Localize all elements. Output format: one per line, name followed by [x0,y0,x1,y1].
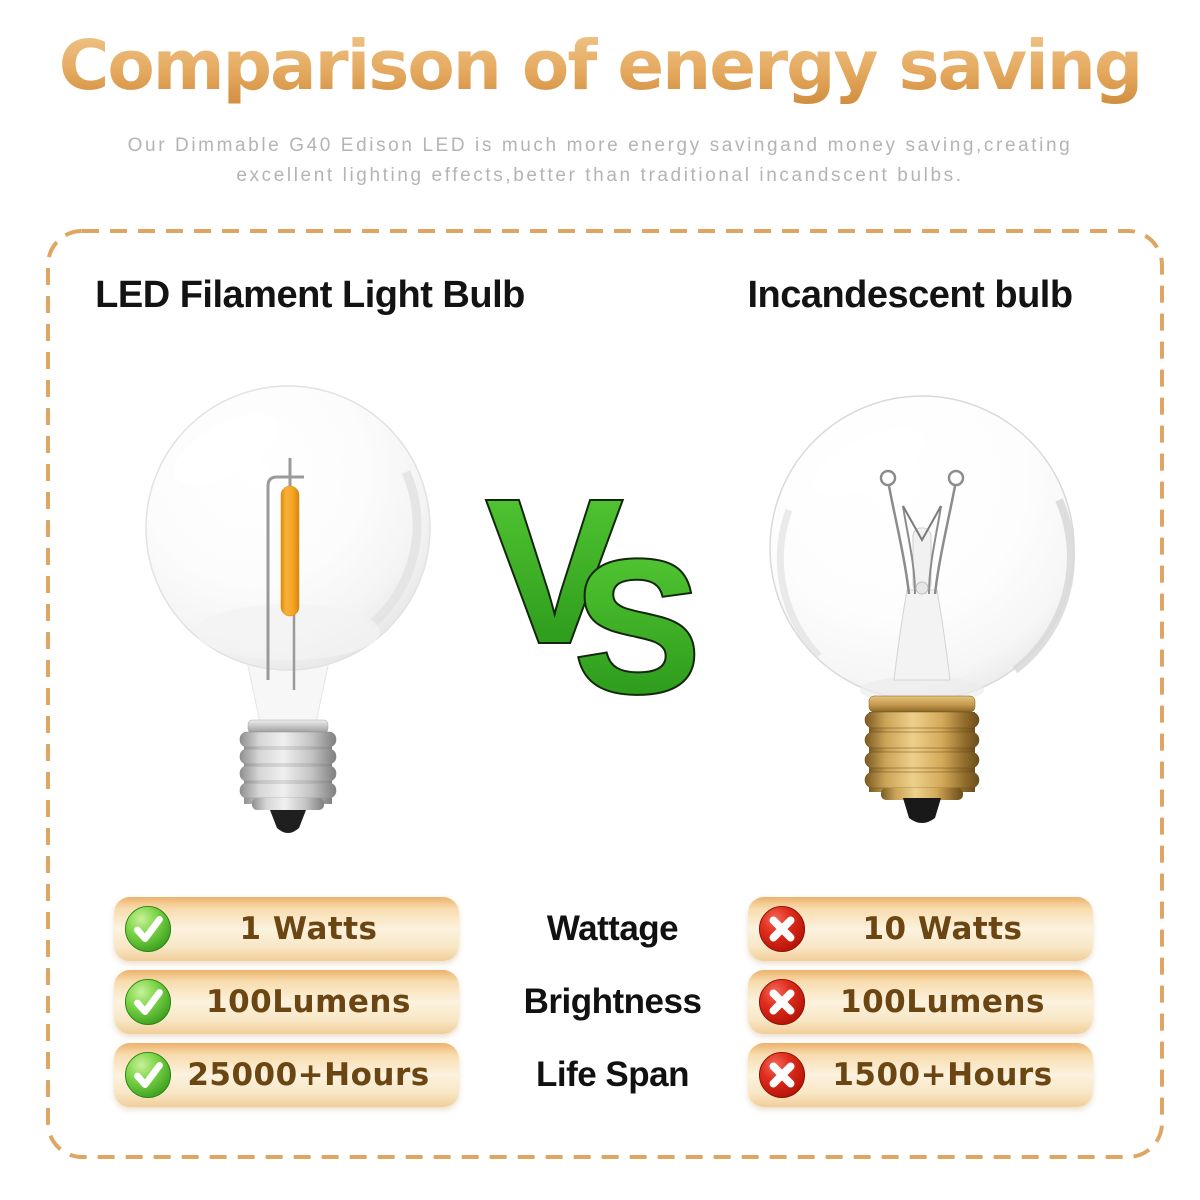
check-icon [124,978,172,1026]
glass-frost [196,604,380,660]
led-column-heading: LED Filament Light Bulb [95,274,525,316]
led-filament-bulb-photo [145,385,431,833]
led-filament-rod [280,485,300,617]
vs-letter-v: V [486,457,623,686]
inner-wire [902,505,916,595]
comparison-row-wattage: 1 Watts Wattage 10 Watts [0,897,1200,961]
led-value-label: 1 Watts [239,911,378,947]
base-ring [881,788,963,800]
page-title: Comparison of energy saving [0,26,1200,106]
support-wire [933,485,957,595]
screw-ridge [239,748,337,765]
base-ring [252,798,324,810]
tungsten-filament [902,505,942,543]
screw-ridge [239,765,337,782]
cross-icon [758,978,806,1026]
led-value-pill: 1 Watts [114,897,459,961]
screw-ridge [864,771,980,789]
led-value-pill: 100Lumens [114,970,459,1034]
led-value-label: 100Lumens [206,984,411,1020]
feature-label: Brightness [523,982,702,1021]
incandescent-value-pill: 1500+Hours [748,1043,1093,1107]
wire-loop [879,469,897,487]
led-value-pill: 25000+Hours [114,1043,459,1107]
incandescent-value-label: 10 Watts [862,911,1023,947]
glass-shade [367,470,422,630]
stem-bead [915,581,929,595]
check-icon [124,1051,172,1099]
screw-ridge [864,751,980,769]
support-wire [266,475,304,680]
wire-loop [947,469,965,487]
page-subtitle: Our Dimmable G40 Edison LED is much more… [0,131,1200,191]
cross-icon [758,1051,806,1099]
glass-highlight [813,428,925,496]
screw-ridge [864,711,980,729]
incandescent-value-pill: 10 Watts [748,897,1093,961]
glass-shade [776,508,822,659]
incandescent-value-label: 1500+Hours [832,1057,1053,1093]
base-collar [247,719,329,734]
feature-label: Life Span [535,1055,690,1094]
glass-shade [1012,498,1075,674]
screw-ridge [239,731,337,748]
incandescent-value-label: 100Lumens [840,984,1045,1020]
inner-wire [928,505,942,595]
incandescent-column-heading: Incandescent bulb [747,274,1073,316]
feature-label: Wattage [546,909,679,948]
glass-highlight [173,414,279,486]
vs-badge: V S [484,455,703,735]
subtitle-line-2: excellent lighting effects,better than t… [236,165,964,186]
incandescent-value-pill: 100Lumens [748,970,1093,1034]
base-contact-tip [903,798,941,823]
support-wire [887,485,911,595]
comparison-row-lifespan: 25000+Hours Life Span 1500+Hours [0,1043,1200,1107]
screw-ridge [864,731,980,749]
base-contact-tip [270,810,306,833]
comparison-row-brightness: 100Lumens Brightness 100Lumens [0,970,1200,1034]
check-icon [124,905,172,953]
subtitle-line-1: Our Dimmable G40 Edison LED is much more… [127,135,1073,156]
glass-stem [893,589,951,681]
vs-letter-s: S [574,521,701,733]
base-collar [868,695,976,713]
cross-icon [758,905,806,953]
incandescent-bulb-photo [769,395,1075,823]
led-value-label: 25000+Hours [187,1057,430,1093]
screw-ridge [239,782,337,799]
dashed-border [46,229,1164,1159]
